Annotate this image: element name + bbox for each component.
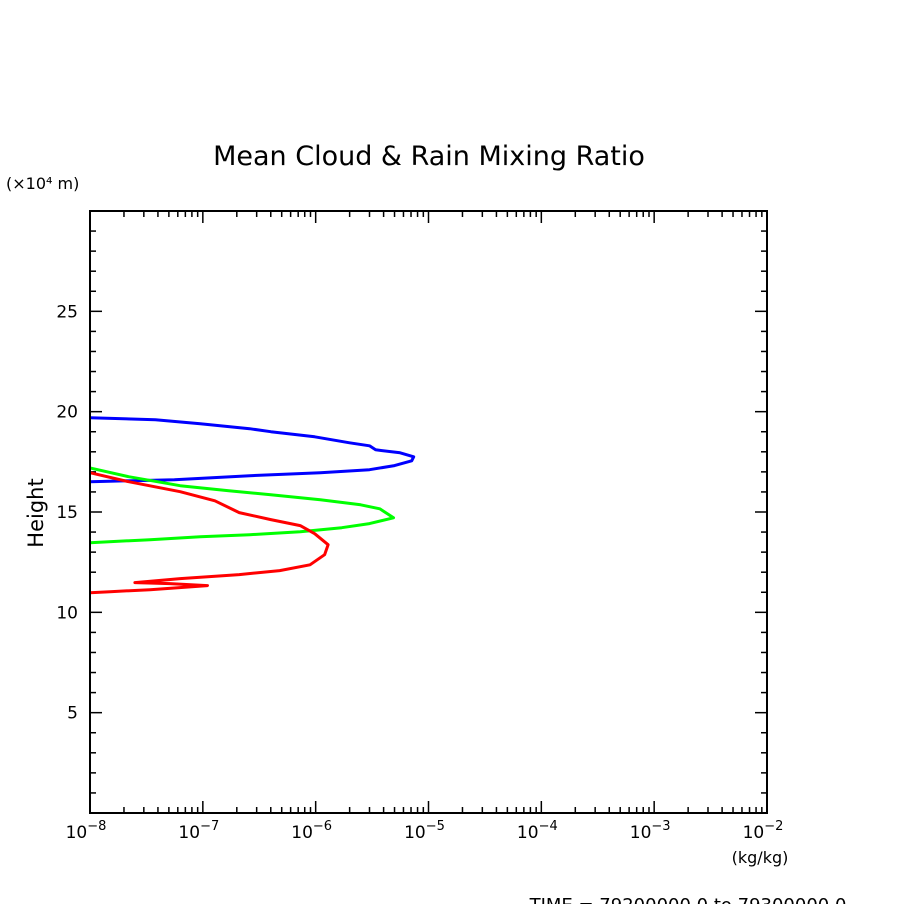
y-tick-label: 10 [56, 603, 78, 623]
plot-frame [89, 210, 768, 814]
series-line-1 [89, 416, 416, 484]
x-tick-label: 10−7 [178, 819, 219, 843]
y-axis-label: Height [24, 478, 48, 547]
y-tick-label: 5 [67, 704, 78, 724]
chart-title: Mean Cloud & Rain Mixing Ratio [213, 141, 645, 172]
x-tick-label: 10−8 [66, 819, 107, 843]
y-tick-label: 15 [56, 503, 78, 523]
y-unit-label: (×10⁴ m) [6, 174, 79, 193]
x-tick-label: 10−2 [743, 819, 784, 843]
x-tick-label: 10−6 [291, 819, 332, 843]
x-tick-label: 10−5 [404, 819, 445, 843]
x-axis-label: (kg/kg) [732, 848, 789, 867]
x-tick-label: 10−4 [517, 819, 558, 843]
x-tick-label: 10−3 [630, 819, 671, 843]
series-line-3 [89, 471, 330, 595]
y-tick-label: 20 [56, 403, 78, 423]
series-line-2 [89, 466, 395, 545]
y-tick-label: 25 [56, 302, 78, 322]
time-footer: TIME = 79200000.0 to 79300000.0 [529, 895, 847, 904]
